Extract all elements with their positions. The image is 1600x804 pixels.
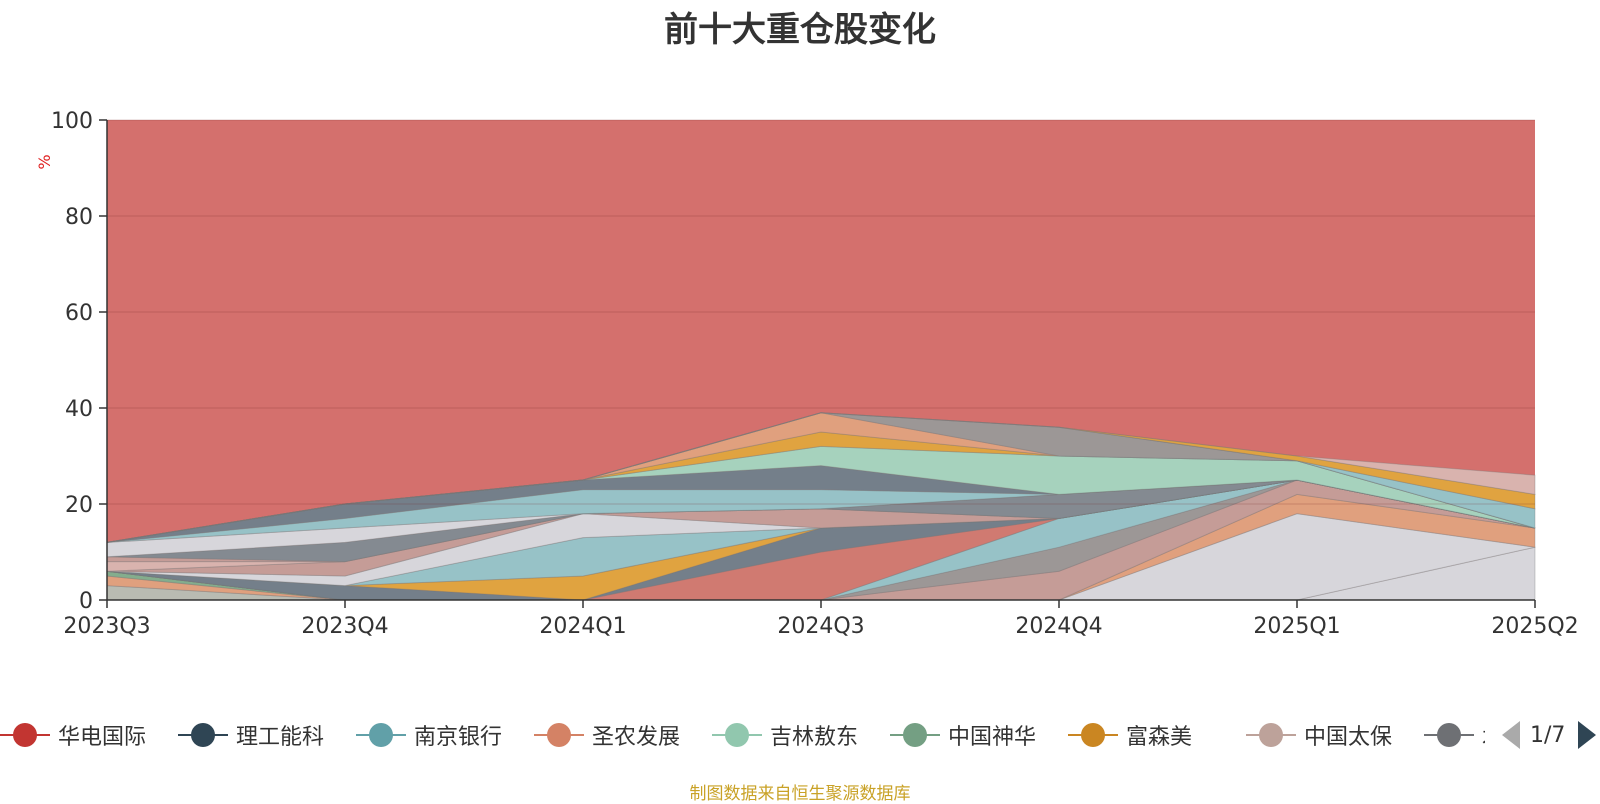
legend-label: 理工能科 <box>236 725 325 750</box>
x-tick-label: 2024Q1 <box>539 614 626 639</box>
legend-item[interactable]: 中国神华 <box>890 715 1036 755</box>
source-note: 制图数据来自恒生聚源数据库 <box>689 784 911 804</box>
axes: 0 20 40 60 80 100 2023Q3 2023Q4 2024Q1 2024Q3 2024… <box>35 109 1579 639</box>
legend-label: 木林森 <box>1482 719 1485 751</box>
legend-marker-icon <box>1246 720 1296 750</box>
legend-item[interactable]: 华电国际 <box>0 715 146 755</box>
legend-page-indicator: 1/7 <box>1530 722 1566 748</box>
legend-item[interactable]: 吉林敖东 <box>712 715 858 755</box>
legend-label: 吉林敖东 <box>770 725 859 750</box>
legend-marker-icon <box>1068 720 1118 750</box>
legend-item[interactable]: 理工能科 <box>178 715 324 755</box>
area-series-28 <box>106 412 1536 543</box>
legend-label: 南京银行 <box>414 725 503 750</box>
legend-label: 圣农发展 <box>592 725 681 750</box>
legend-marker-icon <box>0 720 50 750</box>
legend-label: 中国太保 <box>1304 725 1393 750</box>
legend-item[interactable]: 木林森 <box>1424 715 1485 755</box>
legend-label: 富森美 <box>1126 725 1193 750</box>
y-tick-label: 100 <box>51 109 93 134</box>
legend-label: 中国神华 <box>948 725 1037 750</box>
legend-marker-icon <box>534 720 584 750</box>
x-tick-label: 2023Q4 <box>301 614 388 639</box>
legend-marker-icon <box>712 720 762 750</box>
legend-marker-icon <box>1424 720 1474 750</box>
area-series-27 <box>106 412 1536 543</box>
legend-items: 华电国际 理工能科 南京银行 圣农发展 吉林敖东 中国神华 富森美 中国太保 木林森 <box>0 715 1485 755</box>
legend-label: 华电国际 <box>58 725 147 750</box>
y-tick-label: 40 <box>65 397 93 422</box>
y-tick-label: 80 <box>65 205 93 230</box>
x-tick-label: 2024Q4 <box>1015 614 1102 639</box>
legend-item[interactable]: 南京银行 <box>356 715 502 755</box>
legend-marker-icon <box>890 720 940 750</box>
y-tick-label: 0 <box>79 589 93 614</box>
legend-marker-icon <box>178 720 228 750</box>
x-tick-label: 2025Q1 <box>1253 614 1340 639</box>
legend-item[interactable]: 富森美 <box>1068 715 1192 755</box>
x-tick-label: 2023Q3 <box>63 614 150 639</box>
x-tick-label: 2024Q3 <box>777 614 864 639</box>
y-tick-label: 20 <box>65 493 93 518</box>
area-series-group <box>106 412 1536 601</box>
x-tick-label: 2025Q2 <box>1491 614 1578 639</box>
chart-plot: 0 20 40 60 80 100 2023Q3 2023Q4 2024Q1 2024Q3 2024… <box>35 109 1579 639</box>
y-axis-label: % <box>35 154 54 169</box>
legend-prev-icon[interactable] <box>1502 715 1520 755</box>
chart-title: 前十大重仓股变化 <box>664 10 936 50</box>
legend-marker-icon <box>356 720 406 750</box>
y-tick-label: 60 <box>65 301 93 326</box>
legend-item[interactable]: 圣农发展 <box>534 715 680 755</box>
legend: 华电国际 理工能科 南京银行 圣农发展 吉林敖东 中国神华 富森美 中国太保 木林森 1/7 <box>0 715 1600 755</box>
legend-next-icon[interactable] <box>1578 715 1596 755</box>
area-series-26 <box>106 412 1536 543</box>
legend-item[interactable]: 中国太保 <box>1246 715 1392 755</box>
